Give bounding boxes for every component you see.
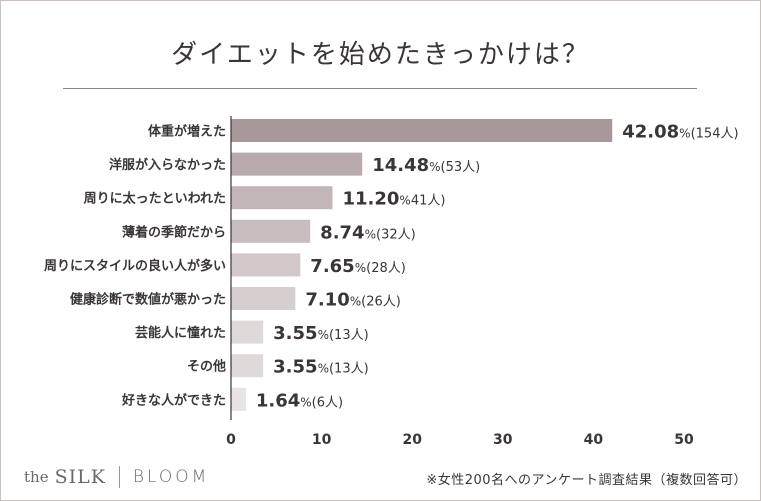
bar-2 <box>231 152 363 176</box>
chart-title: ダイエットを始めたきっかけは？ <box>171 40 590 70</box>
bar-1 <box>231 119 613 142</box>
value-label-7: 3.55%(13人) <box>273 323 369 344</box>
brand-the: the <box>24 468 49 486</box>
x-tick-label-30: 30 <box>493 432 513 448</box>
value-label-8: 3.55%(13人) <box>273 357 369 378</box>
brand-bloom: BLOOM <box>132 467 210 487</box>
category-label-3: 周りに太ったといわれた <box>84 191 226 207</box>
category-label-5: 周りにスタイルの良い人が多い <box>44 258 226 274</box>
value-label-2: 14.48%(53人) <box>372 155 480 176</box>
x-tick-label-10: 10 <box>312 432 332 448</box>
category-label-2: 洋服が入らなかった <box>109 157 226 173</box>
value-label-9: 1.64%(6人) <box>256 390 343 411</box>
x-tick-label-50: 50 <box>674 432 694 448</box>
brand-silk: SILK <box>54 466 106 488</box>
brand-logo: the SILK BLOOM <box>24 466 209 488</box>
value-label-6: 7.10%(26人) <box>305 290 401 311</box>
category-label-1: 体重が増えた <box>148 124 226 140</box>
category-label-6: 健康診断で数値が悪かった <box>70 292 226 308</box>
x-tick-label-0: 0 <box>226 432 236 448</box>
bar-3 <box>231 186 333 210</box>
category-label-7: 芸能人に憧れた <box>135 325 226 341</box>
x-tick-label-20: 20 <box>402 432 422 448</box>
category-label-8: その他 <box>187 359 226 375</box>
bar-9 <box>231 387 246 411</box>
title-divider <box>63 88 697 89</box>
x-tick-label-40: 40 <box>584 432 604 448</box>
value-label-5: 7.65%(28人) <box>310 256 406 277</box>
survey-footnote: ※女性200名へのアンケート調査結果（複数回答可） <box>426 473 747 488</box>
bar-4 <box>231 219 311 243</box>
value-label-1: 42.08%(154人) <box>622 122 738 143</box>
category-label-9: 好きな人ができた <box>121 392 226 408</box>
bar-7 <box>231 320 264 344</box>
bar-6 <box>231 287 296 310</box>
value-label-3: 11.20%41人) <box>342 189 445 210</box>
bar-5 <box>231 253 301 277</box>
brand-separator <box>118 466 120 488</box>
value-label-4: 8.74%(32人) <box>320 222 416 243</box>
bar-8 <box>231 354 264 378</box>
category-label-4: 薄着の季節だから <box>122 224 226 240</box>
